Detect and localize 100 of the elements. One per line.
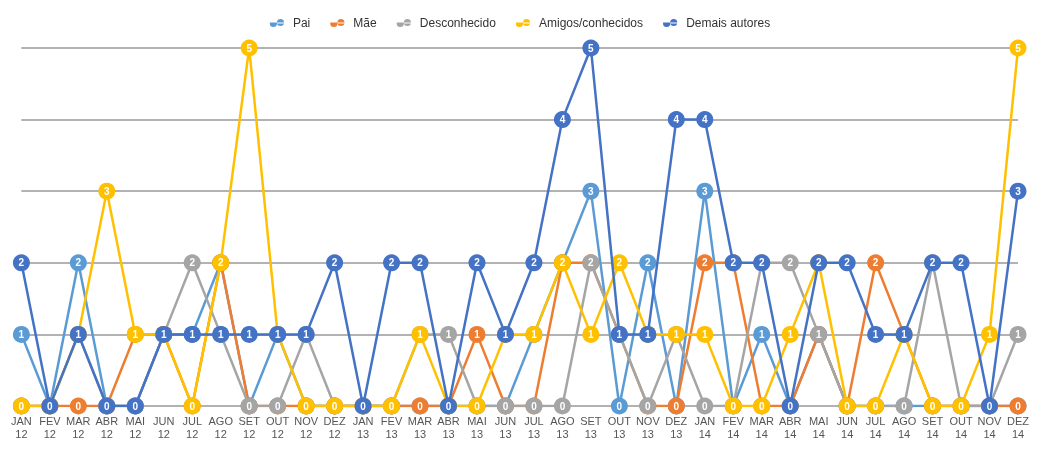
data-label: 5 <box>588 42 595 54</box>
data-label: 0 <box>445 400 452 412</box>
data-label: 0 <box>929 400 936 412</box>
legend-label: Amigos/conhecidos <box>538 16 644 30</box>
data-label: 2 <box>645 257 652 269</box>
data-label: 2 <box>217 257 224 269</box>
x-tick-label: ABR 14 <box>778 414 802 440</box>
data-label: 2 <box>872 257 879 269</box>
data-label: 0 <box>958 400 965 412</box>
data-label: 4 <box>702 114 708 126</box>
data-label: 3 <box>104 185 111 197</box>
data-label: 0 <box>104 400 111 412</box>
x-tick-label: FEV 12 <box>39 414 62 440</box>
data-label: 0 <box>1015 400 1022 412</box>
data-label: 0 <box>360 400 367 412</box>
data-label: 2 <box>189 257 196 269</box>
data-label: 2 <box>18 257 25 269</box>
data-label: 0 <box>132 400 139 412</box>
data-label: 0 <box>331 400 338 412</box>
data-label: 1 <box>75 328 82 340</box>
x-tick-label: JUL 12 <box>182 414 203 440</box>
data-label: 0 <box>702 400 708 412</box>
data-label: 2 <box>844 257 851 269</box>
data-label: 0 <box>616 400 623 412</box>
x-tick-label: OUT 12 <box>266 414 290 440</box>
data-label: 0 <box>844 400 851 412</box>
x-tick-label: MAI 14 <box>808 414 829 440</box>
data-label: 1 <box>1015 328 1022 340</box>
data-label: 0 <box>645 400 652 412</box>
x-tick-label: JUN 14 <box>836 414 858 440</box>
data-label: 2 <box>730 257 737 269</box>
x-tick-label: DEZ 12 <box>323 414 346 440</box>
data-label: 1 <box>986 328 993 340</box>
data-label: 1 <box>531 328 538 340</box>
x-tick-label: NOV 13 <box>635 414 661 440</box>
x-tick-label: MAI 12 <box>125 414 146 440</box>
x-tick-label: DEZ 13 <box>665 414 688 440</box>
x-tick-label: SET 14 <box>921 414 944 440</box>
x-tick-label: MAR 12 <box>66 414 91 440</box>
data-label: 0 <box>758 400 765 412</box>
data-label: 1 <box>246 328 253 340</box>
data-label: 0 <box>872 400 879 412</box>
data-label: 1 <box>474 328 481 340</box>
data-label: 1 <box>673 328 680 340</box>
data-label: 1 <box>588 328 595 340</box>
data-label: 0 <box>531 400 538 412</box>
x-tick-label: MAR 14 <box>749 414 774 440</box>
data-label: 0 <box>417 400 424 412</box>
x-tick-label: ABR 13 <box>437 414 460 440</box>
data-label: 2 <box>559 257 566 269</box>
data-label: 0 <box>787 400 794 412</box>
data-label: 5 <box>1015 42 1022 54</box>
data-label: 0 <box>474 400 481 412</box>
data-label: 1 <box>445 328 452 340</box>
data-label: 0 <box>388 400 395 412</box>
data-label: 2 <box>815 257 822 269</box>
data-label: 1 <box>872 328 879 340</box>
data-label: 2 <box>787 257 794 269</box>
x-tick-label: AGO 13 <box>550 414 576 440</box>
data-label: 0 <box>75 400 82 412</box>
data-label: 3 <box>1015 185 1022 197</box>
data-label: 2 <box>702 257 708 269</box>
data-label: 0 <box>730 400 737 412</box>
data-label: 0 <box>47 400 54 412</box>
data-label: 1 <box>189 328 196 340</box>
x-tick-label: JUL 14 <box>865 414 886 440</box>
data-label: 1 <box>616 328 623 340</box>
data-label: 2 <box>958 257 965 269</box>
data-label: 0 <box>189 400 196 412</box>
x-tick-label: FEV 13 <box>380 414 403 440</box>
data-label: 3 <box>588 185 595 197</box>
data-label: 1 <box>274 328 281 340</box>
x-tick-label: ABR 12 <box>95 414 119 440</box>
x-tick-label: JUL 13 <box>524 414 544 440</box>
data-label: 2 <box>588 257 595 269</box>
data-label: 0 <box>274 400 281 412</box>
data-label: 1 <box>160 328 167 340</box>
x-tick-label: DEZ 14 <box>1007 414 1030 440</box>
x-tick-label: OUT 14 <box>949 414 973 440</box>
data-label: 4 <box>673 114 680 126</box>
data-label: 0 <box>673 400 680 412</box>
x-tick-label: MAR 13 <box>407 414 433 440</box>
data-label: 1 <box>645 328 652 340</box>
data-label: 2 <box>417 257 424 269</box>
data-label: 2 <box>388 257 395 269</box>
legend-label: Demais autores <box>686 16 771 30</box>
x-tick-label: OUT 13 <box>607 414 632 440</box>
x-tick-label: JUN 13 <box>494 414 517 440</box>
data-label: 0 <box>559 400 566 412</box>
data-label: 0 <box>18 400 25 412</box>
x-tick-label: JAN 13 <box>352 414 374 440</box>
data-label: 2 <box>474 257 481 269</box>
x-tick-label: NOV 14 <box>977 414 1003 440</box>
data-label: 0 <box>303 400 310 412</box>
x-tick-label: MAI 13 <box>467 414 487 440</box>
data-label: 5 <box>246 42 253 54</box>
legend-label: Desconhecido <box>419 16 497 30</box>
data-label: 1 <box>417 328 424 340</box>
x-tick-label: SET 12 <box>238 414 261 440</box>
data-label: 2 <box>758 257 765 269</box>
